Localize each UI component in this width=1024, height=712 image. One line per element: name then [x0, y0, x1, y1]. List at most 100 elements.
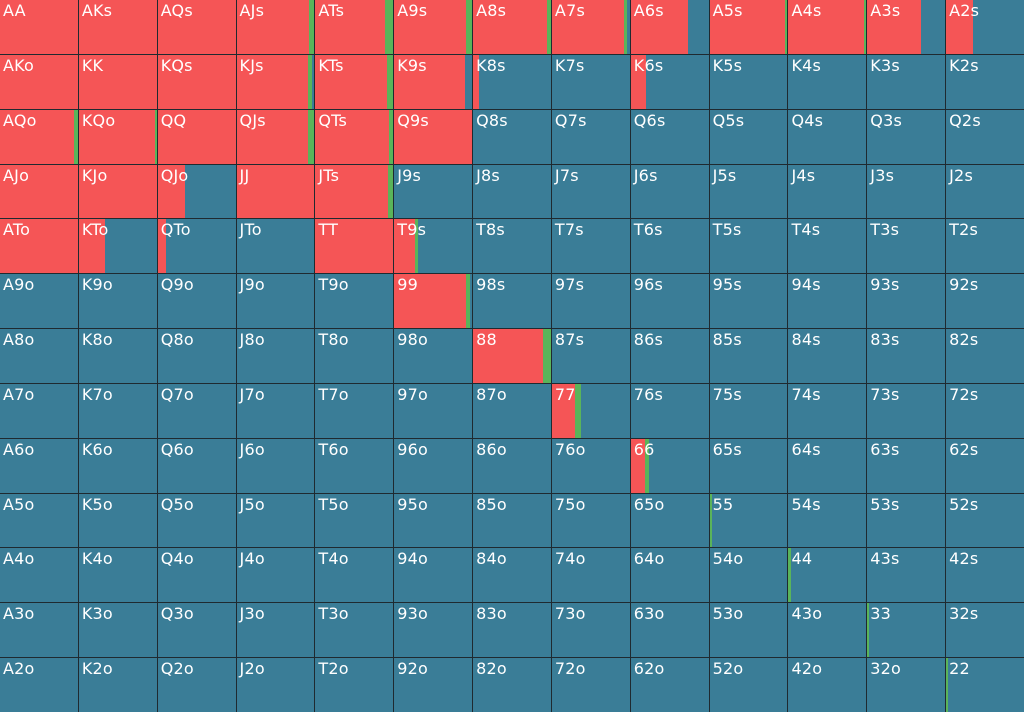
hand-cell[interactable]: K8s: [473, 54, 551, 109]
hand-cell[interactable]: K2s: [946, 54, 1024, 109]
hand-cell[interactable]: 63o: [630, 603, 709, 658]
hand-cell[interactable]: 72o: [551, 658, 630, 712]
hand-cell[interactable]: 88: [473, 329, 551, 383]
hand-cell[interactable]: 84s: [788, 329, 867, 383]
hand-cell[interactable]: Q8s: [473, 109, 551, 164]
hand-cell[interactable]: 74s: [788, 383, 867, 438]
hand-cell[interactable]: A8s: [473, 0, 551, 54]
hand-cell[interactable]: JTo: [236, 219, 315, 274]
hand-cell[interactable]: A3o: [0, 603, 78, 658]
hand-cell[interactable]: 65s: [709, 438, 788, 493]
hand-cell[interactable]: 72s: [946, 383, 1024, 438]
hand-cell[interactable]: QJs: [236, 109, 315, 164]
hand-cell[interactable]: AKo: [0, 54, 78, 109]
hand-cell[interactable]: 66: [630, 438, 709, 493]
hand-cell[interactable]: 22: [946, 658, 1024, 712]
hand-cell[interactable]: J3s: [867, 164, 946, 219]
hand-cell[interactable]: Q7o: [157, 383, 236, 438]
hand-cell[interactable]: J4s: [788, 164, 867, 219]
hand-cell[interactable]: KTo: [78, 219, 157, 274]
hand-cell[interactable]: Q4s: [788, 109, 867, 164]
hand-cell[interactable]: 32o: [867, 658, 946, 712]
hand-cell[interactable]: T7o: [315, 383, 394, 438]
hand-cell[interactable]: K3s: [867, 54, 946, 109]
hand-cell[interactable]: 85s: [709, 329, 788, 383]
hand-cell[interactable]: Q8o: [157, 329, 236, 383]
hand-cell[interactable]: 93s: [867, 274, 946, 329]
hand-cell[interactable]: J6s: [630, 164, 709, 219]
hand-cell[interactable]: 52s: [946, 493, 1024, 548]
hand-cell[interactable]: 87o: [473, 383, 551, 438]
hand-cell[interactable]: A6o: [0, 438, 78, 493]
hand-cell[interactable]: 93o: [394, 603, 473, 658]
hand-cell[interactable]: Q4o: [157, 548, 236, 603]
hand-cell[interactable]: 52o: [709, 658, 788, 712]
hand-cell[interactable]: QTo: [157, 219, 236, 274]
hand-cell[interactable]: T2o: [315, 658, 394, 712]
hand-cell[interactable]: T8s: [473, 219, 551, 274]
hand-cell[interactable]: 63s: [867, 438, 946, 493]
hand-cell[interactable]: Q9s: [394, 109, 473, 164]
hand-cell[interactable]: T4s: [788, 219, 867, 274]
hand-cell[interactable]: J5o: [236, 493, 315, 548]
hand-cell[interactable]: ATo: [0, 219, 78, 274]
hand-cell[interactable]: KK: [78, 54, 157, 109]
hand-cell[interactable]: 76s: [630, 383, 709, 438]
hand-cell[interactable]: K7o: [78, 383, 157, 438]
hand-cell[interactable]: A7s: [551, 0, 630, 54]
hand-cell[interactable]: Q7s: [551, 109, 630, 164]
hand-cell[interactable]: 99: [394, 274, 473, 329]
hand-cell[interactable]: 73o: [551, 603, 630, 658]
hand-cell[interactable]: T3o: [315, 603, 394, 658]
hand-cell[interactable]: 33: [867, 603, 946, 658]
hand-cell[interactable]: A8o: [0, 329, 78, 383]
hand-cell[interactable]: 92o: [394, 658, 473, 712]
hand-cell[interactable]: Q5o: [157, 493, 236, 548]
hand-cell[interactable]: 76o: [551, 438, 630, 493]
hand-cell[interactable]: K4o: [78, 548, 157, 603]
hand-cell[interactable]: 83o: [473, 603, 551, 658]
hand-cell[interactable]: 53o: [709, 603, 788, 658]
hand-cell[interactable]: KTs: [315, 54, 394, 109]
hand-cell[interactable]: 64s: [788, 438, 867, 493]
hand-cell[interactable]: 65o: [630, 493, 709, 548]
hand-cell[interactable]: A9s: [394, 0, 473, 54]
hand-cell[interactable]: 77: [551, 383, 630, 438]
hand-cell[interactable]: Q2s: [946, 109, 1024, 164]
hand-cell[interactable]: 94o: [394, 548, 473, 603]
hand-cell[interactable]: AQo: [0, 109, 78, 164]
hand-cell[interactable]: 55: [709, 493, 788, 548]
hand-cell[interactable]: 54o: [709, 548, 788, 603]
hand-cell[interactable]: 84o: [473, 548, 551, 603]
hand-cell[interactable]: 98s: [473, 274, 551, 329]
hand-cell[interactable]: 97s: [551, 274, 630, 329]
hand-cell[interactable]: T5o: [315, 493, 394, 548]
hand-cell[interactable]: 73s: [867, 383, 946, 438]
hand-cell[interactable]: ATs: [315, 0, 394, 54]
hand-cell[interactable]: 75s: [709, 383, 788, 438]
hand-cell[interactable]: Q6o: [157, 438, 236, 493]
hand-cell[interactable]: 87s: [551, 329, 630, 383]
hand-cell[interactable]: 82s: [946, 329, 1024, 383]
hand-cell[interactable]: J3o: [236, 603, 315, 658]
hand-cell[interactable]: 92s: [946, 274, 1024, 329]
hand-cell[interactable]: Q9o: [157, 274, 236, 329]
hand-cell[interactable]: 98o: [394, 329, 473, 383]
hand-cell[interactable]: AQs: [157, 0, 236, 54]
hand-cell[interactable]: J4o: [236, 548, 315, 603]
hand-cell[interactable]: A2s: [946, 0, 1024, 54]
hand-cell[interactable]: T2s: [946, 219, 1024, 274]
hand-cell[interactable]: 97o: [394, 383, 473, 438]
hand-cell[interactable]: QJo: [157, 164, 236, 219]
hand-cell[interactable]: A5o: [0, 493, 78, 548]
hand-cell[interactable]: K3o: [78, 603, 157, 658]
hand-cell[interactable]: J2s: [946, 164, 1024, 219]
hand-cell[interactable]: K6o: [78, 438, 157, 493]
hand-cell[interactable]: 86s: [630, 329, 709, 383]
hand-cell[interactable]: J7s: [551, 164, 630, 219]
hand-cell[interactable]: JTs: [315, 164, 394, 219]
hand-cell[interactable]: A5s: [709, 0, 788, 54]
hand-cell[interactable]: K5o: [78, 493, 157, 548]
hand-cell[interactable]: 83s: [867, 329, 946, 383]
hand-cell[interactable]: T7s: [551, 219, 630, 274]
